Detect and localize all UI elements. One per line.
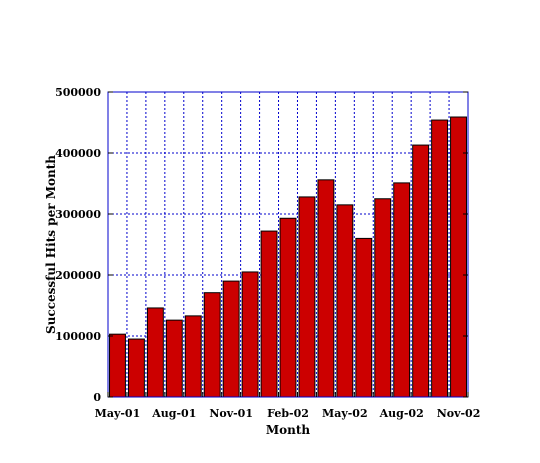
bar-Dec-01 [241, 271, 259, 398]
x-tick-label: Feb-02 [267, 407, 309, 420]
y-tick-label: 0 [93, 391, 101, 404]
y-axis-ticks: 0 100000 200000 300000 400000 500000 [55, 86, 468, 404]
bar-Sep-01 [184, 315, 202, 398]
plot-frame [107, 91, 469, 398]
bar-Mar-02 [298, 196, 316, 398]
bar-Aug-02 [393, 182, 411, 398]
bar-Jul-01 [146, 307, 164, 398]
x-tick-label: May-02 [322, 407, 368, 420]
bar-Nov-01 [222, 280, 240, 398]
x-tick-label: Nov-02 [437, 407, 481, 420]
x-tick-label: May-01 [95, 407, 141, 420]
bar-Jul-02 [374, 198, 392, 398]
x-tick-label: Nov-01 [209, 407, 253, 420]
y-tick-label: 100000 [55, 330, 101, 343]
x-tick-label: Aug-02 [379, 407, 424, 420]
bar-Jun-02 [355, 237, 373, 398]
bar-Feb-02 [279, 217, 297, 398]
bar-Aug-01 [165, 319, 183, 398]
bar-May-02 [336, 204, 354, 398]
bar-Oct-02 [431, 119, 449, 398]
bar-Apr-02 [317, 179, 335, 398]
bar-Jun-01 [127, 338, 145, 398]
bar-Jan-02 [260, 230, 278, 398]
x-axis-label: Month [266, 423, 311, 437]
bar-Nov-02 [450, 116, 467, 398]
y-axis-label: Successful Hits per Month [44, 155, 58, 334]
y-tick-label: 200000 [55, 269, 101, 282]
y-tick-label: 400000 [55, 147, 101, 160]
grid-layer [108, 92, 468, 397]
y-tick-label: 300000 [55, 208, 101, 221]
y-tick-label: 500000 [55, 86, 101, 99]
bar-May-01 [109, 333, 126, 398]
bar-Sep-02 [412, 144, 430, 398]
x-axis-ticks: May-01 Aug-01 Nov-01 Feb-02 May-02 Aug-02 Nov-… [95, 392, 481, 420]
bar-Oct-01 [203, 292, 221, 398]
x-tick-label: Aug-01 [151, 407, 196, 420]
bars-layer [109, 116, 467, 398]
